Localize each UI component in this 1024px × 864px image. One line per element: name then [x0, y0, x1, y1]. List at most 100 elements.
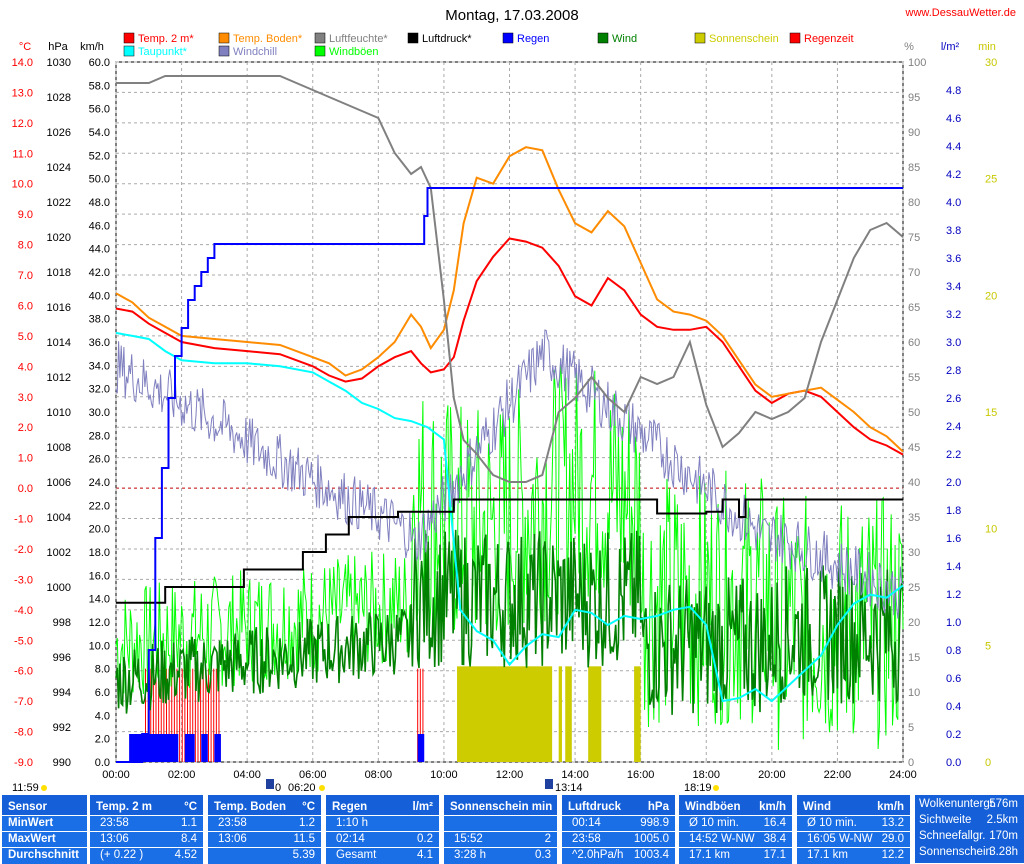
stats-row: [444, 815, 557, 832]
stats-cell-value: 3.28h: [989, 846, 1018, 858]
stats-cell-value: 0.3: [535, 849, 551, 861]
legend-label: Luftfeuchte*: [329, 33, 388, 45]
wind-tick-label: 0.0: [95, 757, 110, 769]
wind-tick-label: 52.0: [89, 150, 110, 162]
sunshine-block: [634, 666, 641, 762]
wind-tick-label: 44.0: [89, 244, 110, 256]
legend-label: Wind: [612, 33, 637, 45]
stats-cell-time: Sichtweite: [919, 814, 972, 826]
wind-tick-label: 34.0: [89, 360, 110, 372]
stats-header: Luftdruck hPa: [562, 797, 675, 815]
rain-tick-label: 1.0: [946, 617, 961, 629]
stats-row: Sonnenschein 3.28h: [915, 845, 1024, 861]
moon-icon: [266, 779, 274, 789]
x-tick-label: 12:00: [496, 769, 524, 781]
wind-tick-label: 24.0: [89, 477, 110, 489]
wind-tick-label: 40.0: [89, 290, 110, 302]
stats-row: Durchschnitt: [2, 847, 87, 864]
x-tick-label: 16:00: [627, 769, 655, 781]
stats-row: Gesamt 4.1: [326, 847, 439, 864]
temp-tick-label: 1.0: [18, 453, 33, 465]
stats-cell-time: Ø 10 min.: [689, 817, 739, 829]
wind-tick-label: 4.0: [95, 710, 110, 722]
temp-tick-label: -6.0: [14, 666, 33, 678]
stats-row: 13:06 11.5: [208, 831, 321, 848]
humidity-tick-label: 55: [908, 372, 920, 384]
wind-tick-label: 14.0: [89, 594, 110, 606]
humidity-axis-label: %: [904, 41, 914, 53]
temp-tick-label: 5.0: [18, 331, 33, 343]
wind-tick-label: 8.0: [95, 664, 110, 676]
temp-tick-label: 4.0: [18, 361, 33, 373]
pressure-tick-label: 1010: [47, 407, 71, 419]
pressure-tick-label: 990: [53, 757, 71, 769]
stats-header: Windböen km/h: [679, 797, 792, 815]
rain-tick-label: 0.6: [946, 673, 961, 685]
stats-row: Ø 10 min. 13.2: [797, 815, 910, 832]
stats-cell-value: 8.4: [181, 833, 197, 845]
rain-tick-label: 2.2: [946, 449, 961, 461]
stats-row: Wolkenuntergr. 576m: [915, 797, 1024, 813]
temp-tick-label: -8.0: [14, 727, 33, 739]
legend-label: Temp. 2 m*: [138, 33, 194, 45]
stats-cell-value: 0.2: [417, 833, 433, 845]
series-temp-boden-: [115, 146, 904, 453]
legend-swatch: [218, 45, 230, 57]
legend-swatch: [123, 32, 135, 44]
x-tick-label: 10:00: [430, 769, 458, 781]
stats-cell-time: 23:58: [100, 817, 129, 829]
x-tick-label: 06:00: [299, 769, 327, 781]
stats-cell-value: 38.4: [763, 833, 786, 845]
stats-cell-time: Sonnenschein: [919, 846, 992, 858]
rain-tick-label: 4.8: [946, 85, 961, 97]
temp-tick-label: 2.0: [18, 422, 33, 434]
pressure-tick-label: 1030: [47, 57, 71, 69]
pressure-tick-label: 1022: [47, 197, 71, 209]
humidity-tick-label: 15: [908, 652, 920, 664]
wind-tick-label: 2.0: [95, 734, 110, 746]
rain-tick-label: 3.8: [946, 225, 961, 237]
marker-0: 0: [275, 782, 281, 794]
stats-cell-time: Wolkenuntergr.: [919, 798, 997, 810]
humidity-tick-label: 5: [908, 722, 914, 734]
wind-tick-label: 56.0: [89, 104, 110, 116]
wind-axis-label: km/h: [80, 41, 104, 53]
legend-label: Regen: [517, 33, 549, 45]
sun-tick-label: 30: [985, 57, 997, 69]
wind-tick-label: 18.0: [89, 547, 110, 559]
wind-tick-label: 50.0: [89, 174, 110, 186]
rain-tick-label: 3.6: [946, 253, 961, 265]
pressure-tick-label: 1024: [47, 162, 71, 174]
pressure-tick-label: 1016: [47, 302, 71, 314]
humidity-tick-label: 20: [908, 617, 920, 629]
stats-row-label: MinWert: [8, 817, 54, 829]
stats-cell-time: 14:52 W-NW: [689, 833, 755, 845]
temp-tick-label: 13.0: [12, 87, 33, 99]
temp-tick-label: -1.0: [14, 514, 33, 526]
stats-column: Wolkenuntergr. 576m Sichtweite 2.5km Schneef…: [915, 795, 1024, 863]
stats-header-title: Luftdruck: [568, 801, 622, 813]
stats-cell-time: 13:06: [100, 833, 129, 845]
x-tick-label: 22:00: [824, 769, 852, 781]
legend-swatch: [123, 45, 135, 57]
stats-cell-time: 3:28 h: [454, 849, 486, 861]
stats-row: Schneefallgr. 170m: [915, 829, 1024, 845]
humidity-tick-label: 90: [908, 127, 920, 139]
wind-tick-label: 6.0: [95, 687, 110, 699]
rain-tick-label: 2.8: [946, 365, 961, 377]
humidity-tick-label: 70: [908, 267, 920, 279]
pressure-tick-label: 992: [53, 722, 71, 734]
stats-header: Temp. 2 m °C: [90, 797, 203, 815]
wind-tick-label: 22.0: [89, 500, 110, 512]
stats-cell-value: 2: [544, 833, 551, 845]
sunshine-block: [565, 666, 572, 762]
x-tick-label: 00:00: [102, 769, 130, 781]
chart-title: Montag, 17.03.2008: [445, 7, 578, 24]
x-tick-label: 18:00: [692, 769, 720, 781]
stats-header-title: Regen: [332, 801, 368, 813]
pressure-tick-label: 1004: [47, 512, 71, 524]
pressure-tick-label: 1012: [47, 372, 71, 384]
stats-row: 17.1 km 12.2: [797, 847, 910, 864]
legend-swatch: [314, 32, 326, 44]
rain-tick-label: 1.8: [946, 505, 961, 517]
